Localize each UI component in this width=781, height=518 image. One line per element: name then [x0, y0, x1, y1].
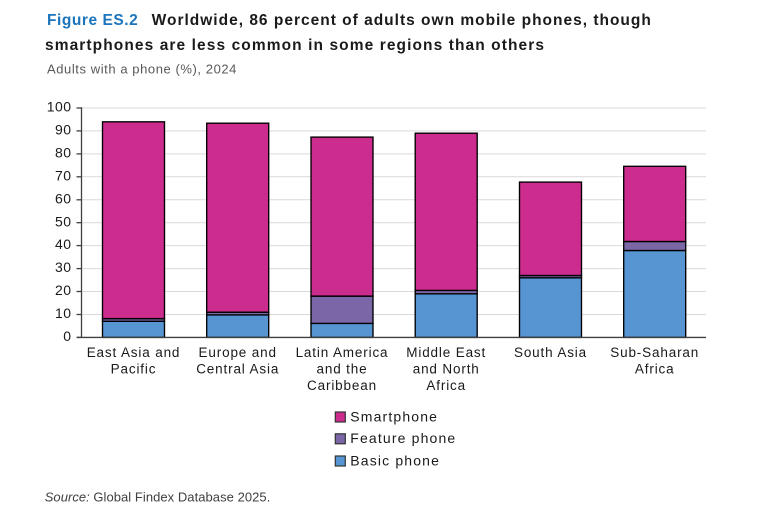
svg-text:Source:Global Findex Database: Source: Global Findex Database 2025. [45, 490, 271, 505]
svg-text:0: 0 [63, 328, 71, 344]
svg-text:Pacific: Pacific [111, 362, 157, 377]
svg-text:Sub-Saharan: Sub-Saharan [610, 345, 699, 360]
svg-text:30: 30 [55, 259, 71, 275]
svg-text:20: 20 [55, 282, 71, 298]
svg-text:90: 90 [55, 122, 71, 138]
svg-text:smartphones are less common in: smartphones are less common in some regi… [45, 37, 545, 54]
svg-text:South Asia: South Asia [514, 345, 587, 360]
svg-text:Adults with a phone (%), 2024: Adults with a phone (%), 2024 [47, 62, 237, 77]
svg-text:Feature phone: Feature phone [350, 430, 456, 446]
svg-text:80: 80 [55, 145, 71, 161]
svg-text:and the: and the [317, 362, 368, 377]
svg-text:Central Asia: Central Asia [196, 362, 279, 377]
svg-text:100: 100 [47, 99, 72, 115]
svg-text:Basic phone: Basic phone [350, 452, 440, 468]
svg-text:70: 70 [55, 167, 71, 183]
svg-text:Smartphone: Smartphone [350, 408, 438, 424]
svg-text:10: 10 [55, 305, 71, 321]
svg-text:Europe and: Europe and [199, 345, 277, 360]
svg-text:60: 60 [55, 190, 71, 206]
svg-text:and North: and North [413, 362, 480, 377]
svg-text:Africa: Africa [426, 378, 466, 393]
svg-text:Caribbean: Caribbean [307, 378, 377, 393]
svg-text:East Asia and: East Asia and [87, 345, 181, 360]
svg-text:Africa: Africa [635, 362, 675, 377]
svg-text:Latin America: Latin America [296, 345, 389, 360]
svg-text:50: 50 [55, 213, 71, 229]
svg-text:Middle East: Middle East [406, 345, 486, 360]
svg-text:40: 40 [55, 236, 71, 252]
